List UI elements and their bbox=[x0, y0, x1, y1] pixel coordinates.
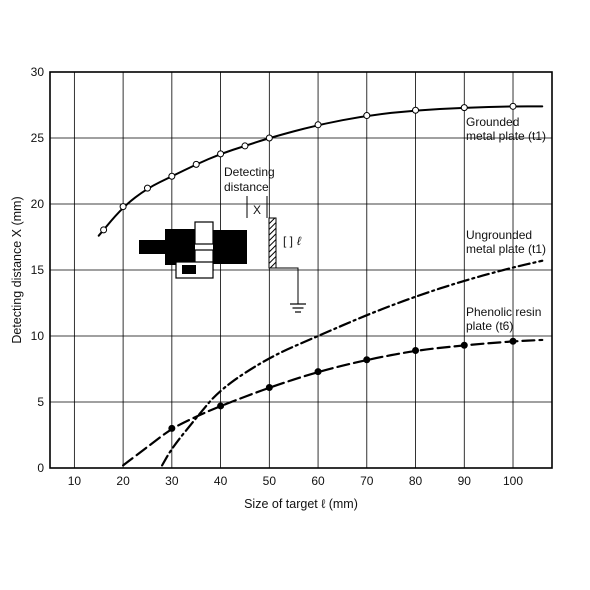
series-2-point bbox=[217, 402, 225, 410]
series-0-point bbox=[192, 160, 200, 168]
x-tick-label: 100 bbox=[503, 474, 523, 488]
series-0-point bbox=[168, 172, 176, 180]
series-label-1: Ungrounded bbox=[466, 228, 532, 242]
series-label-0: Grounded bbox=[466, 115, 519, 129]
series-0-point bbox=[314, 121, 322, 129]
y-tick-labels: 0 5 10 15 20 25 30 bbox=[31, 65, 45, 475]
series-0-point bbox=[241, 142, 249, 150]
x-tick-label: 50 bbox=[263, 474, 277, 488]
y-tick-label: 15 bbox=[31, 263, 45, 277]
series-label-2: plate (t6) bbox=[466, 319, 513, 333]
inset-x-label: X bbox=[253, 203, 261, 217]
ground-wire bbox=[276, 267, 299, 304]
series-2-point bbox=[460, 341, 468, 349]
series-0-point bbox=[363, 112, 371, 120]
y-tick-label: 25 bbox=[31, 131, 45, 145]
x-tick-label: 60 bbox=[311, 474, 325, 488]
series-label-2: Phenolic resin bbox=[466, 305, 541, 319]
target-size-label: ℓ bbox=[297, 234, 302, 248]
series-0-point bbox=[265, 134, 273, 142]
series-label-0: metal plate (t1) bbox=[466, 129, 546, 143]
sensor-body-left bbox=[139, 240, 165, 254]
x-tick-label: 90 bbox=[458, 474, 472, 488]
series-2-point bbox=[168, 424, 176, 432]
sensor-diagram: Detecting distance X [ ] ℓ bbox=[139, 165, 306, 313]
y-axis-label: Detecting distance X (mm) bbox=[10, 196, 24, 343]
inset-label-line-2: distance bbox=[224, 180, 269, 194]
series-line-0 bbox=[97, 105, 544, 237]
series-0-point bbox=[217, 150, 225, 158]
series-0-point bbox=[509, 102, 517, 110]
series-2-point bbox=[265, 383, 273, 391]
x-tick-label: 10 bbox=[68, 474, 82, 488]
target-plate bbox=[268, 217, 277, 269]
sensor-body-main bbox=[165, 229, 195, 265]
y-tick-label: 10 bbox=[31, 329, 45, 343]
x-tick-label: 30 bbox=[165, 474, 179, 488]
data-series bbox=[97, 102, 544, 467]
plot-frame bbox=[49, 71, 553, 469]
series-1 bbox=[160, 259, 544, 467]
y-tick-label: 5 bbox=[37, 395, 44, 409]
y-tick-label: 20 bbox=[31, 197, 45, 211]
y-tick-label: 0 bbox=[37, 461, 44, 475]
sensor-nut-top bbox=[194, 221, 214, 245]
series-0 bbox=[97, 102, 544, 237]
target-size-marker: [ ] bbox=[283, 234, 293, 248]
series-2-point bbox=[412, 347, 420, 355]
series-0-point bbox=[100, 226, 108, 234]
sensor-body-right bbox=[213, 230, 247, 264]
sensor-bracket-block bbox=[182, 265, 196, 274]
x-tick-label: 20 bbox=[116, 474, 130, 488]
series-0-point bbox=[119, 203, 127, 211]
y-tick-label: 30 bbox=[31, 65, 45, 79]
series-line-2 bbox=[122, 338, 544, 467]
series-0-point bbox=[412, 106, 420, 114]
x-tick-label: 80 bbox=[409, 474, 423, 488]
series-2-point bbox=[509, 337, 517, 345]
series-label-1: metal plate (t1) bbox=[466, 242, 546, 256]
x-tick-label: 70 bbox=[360, 474, 374, 488]
x-axis-label: Size of target ℓ (mm) bbox=[244, 497, 358, 511]
x-tick-labels: 10 20 30 40 50 60 70 80 90 100 bbox=[68, 474, 524, 488]
inset-label-line-1: Detecting bbox=[224, 165, 275, 179]
series-line-1 bbox=[160, 259, 544, 467]
series-2-point bbox=[314, 368, 322, 376]
x-tick-label: 40 bbox=[214, 474, 228, 488]
series-2 bbox=[122, 337, 544, 467]
series-2-point bbox=[363, 356, 371, 364]
series-0-point bbox=[460, 104, 468, 112]
series-0-point bbox=[143, 184, 151, 192]
